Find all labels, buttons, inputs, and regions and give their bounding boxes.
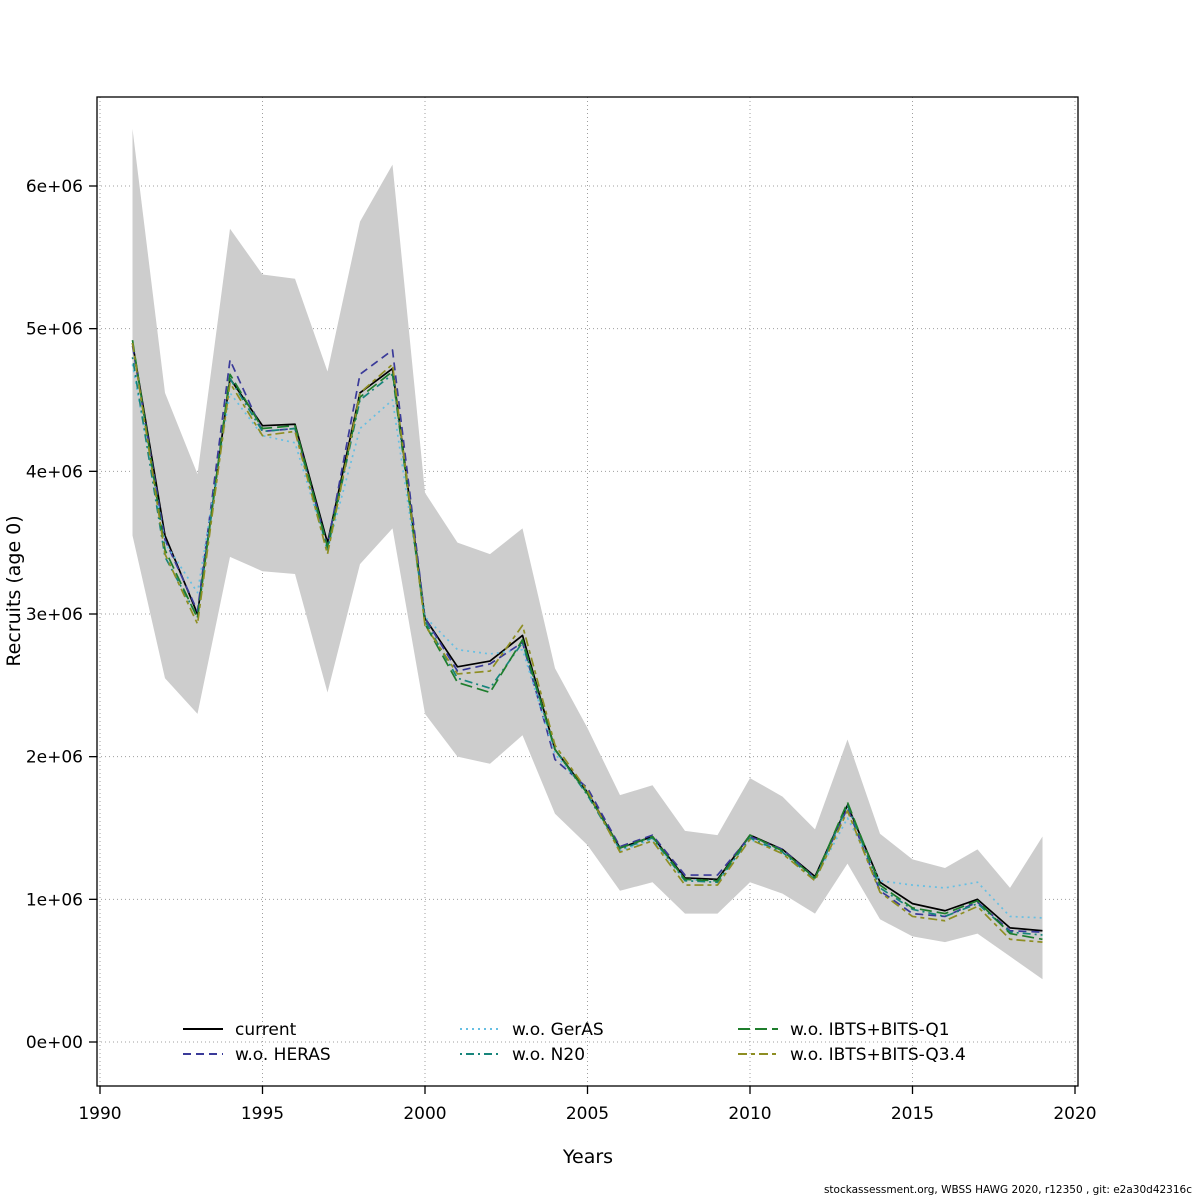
y-tick-label: 1e+06 [26, 890, 83, 910]
legend-label-2: w.o. GerAS [512, 1020, 604, 1040]
legend-label-0: current [235, 1020, 297, 1040]
confidence-band [132, 128, 1043, 980]
plot-area: 1990 1995 2000 2005 2010 2015 2020 0e+00 1e+06 2e… [26, 96, 1097, 1124]
y-tick-label: 6e+06 [26, 177, 83, 197]
x-tick-label: 2010 [728, 1104, 771, 1124]
legend-label-5: w.o. IBTS+BITS-Q3.4 [790, 1045, 966, 1065]
series-line-3 [131, 357, 1043, 936]
x-tick-label: 2005 [566, 1104, 609, 1124]
y-axis-title: Recruits (age 0) [3, 515, 25, 666]
legend-label-3: w.o. N20 [512, 1045, 585, 1065]
x-tick-label: 2020 [1053, 1104, 1096, 1124]
x-tick-label: 1995 [241, 1104, 284, 1124]
y-tick-label: 2e+06 [26, 748, 83, 768]
series-line-4 [131, 339, 1043, 941]
x-axis-title: Years [562, 1146, 613, 1168]
legend-label-1: w.o. HERAS [235, 1045, 331, 1065]
y-tick-label: 0e+00 [26, 1033, 83, 1053]
x-tick-label: 2015 [891, 1104, 934, 1124]
x-tick-label: 1990 [78, 1104, 121, 1124]
series-line-5 [131, 342, 1043, 943]
y-tick-label: 3e+06 [26, 605, 83, 625]
legend-label-4: w.o. IBTS+BITS-Q1 [790, 1020, 950, 1040]
source-caption: stockassessment.org, WBSS HAWG 2020, r12… [824, 1184, 1192, 1196]
y-tick-label: 5e+06 [26, 320, 83, 340]
y-tick-label: 4e+06 [26, 462, 83, 482]
x-tick-label: 2000 [403, 1104, 446, 1124]
